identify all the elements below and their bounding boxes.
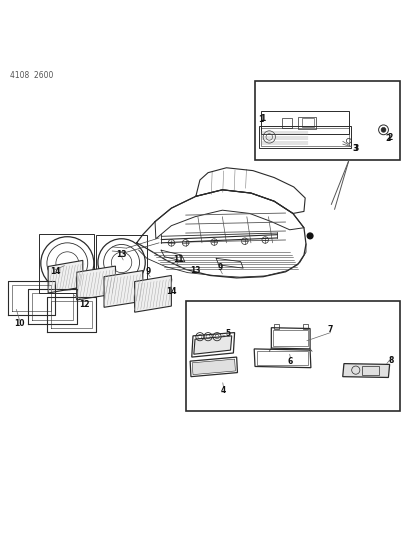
Text: 4: 4 <box>221 385 226 394</box>
Circle shape <box>381 127 386 132</box>
Bar <box>259 126 351 148</box>
Text: 13: 13 <box>190 266 200 275</box>
Text: 1: 1 <box>258 115 263 124</box>
Text: 3: 3 <box>353 144 357 154</box>
Bar <box>39 234 94 293</box>
Bar <box>362 366 379 375</box>
Circle shape <box>307 233 313 239</box>
Bar <box>257 351 308 365</box>
Text: 10: 10 <box>14 319 25 328</box>
Bar <box>274 325 279 328</box>
Text: 4108  2600: 4108 2600 <box>10 71 53 80</box>
Polygon shape <box>194 336 232 354</box>
Text: 13: 13 <box>116 250 127 259</box>
Text: 2: 2 <box>385 134 390 143</box>
Bar <box>273 330 308 346</box>
Bar <box>186 301 400 411</box>
Text: 14: 14 <box>50 267 60 276</box>
Polygon shape <box>135 276 171 312</box>
Bar <box>302 118 314 127</box>
Text: 5: 5 <box>225 329 230 338</box>
Text: 14: 14 <box>166 287 177 296</box>
Text: 9: 9 <box>218 263 223 272</box>
Text: 8: 8 <box>389 356 395 365</box>
Bar <box>282 118 292 128</box>
Text: 1: 1 <box>261 114 266 123</box>
Bar <box>298 117 316 129</box>
Polygon shape <box>192 359 235 375</box>
Polygon shape <box>77 266 115 300</box>
Bar <box>303 325 308 328</box>
Text: 3: 3 <box>353 144 358 152</box>
Polygon shape <box>343 364 390 377</box>
Bar <box>255 81 400 160</box>
Bar <box>261 111 349 134</box>
Bar <box>261 128 349 146</box>
Polygon shape <box>48 261 83 293</box>
Text: 11: 11 <box>173 255 184 264</box>
Bar <box>96 235 147 289</box>
Text: 7: 7 <box>328 325 333 334</box>
Text: 6: 6 <box>288 357 293 366</box>
Text: 9: 9 <box>146 267 151 276</box>
Polygon shape <box>104 271 143 308</box>
Text: 2: 2 <box>388 133 393 142</box>
Text: 12: 12 <box>80 300 90 309</box>
